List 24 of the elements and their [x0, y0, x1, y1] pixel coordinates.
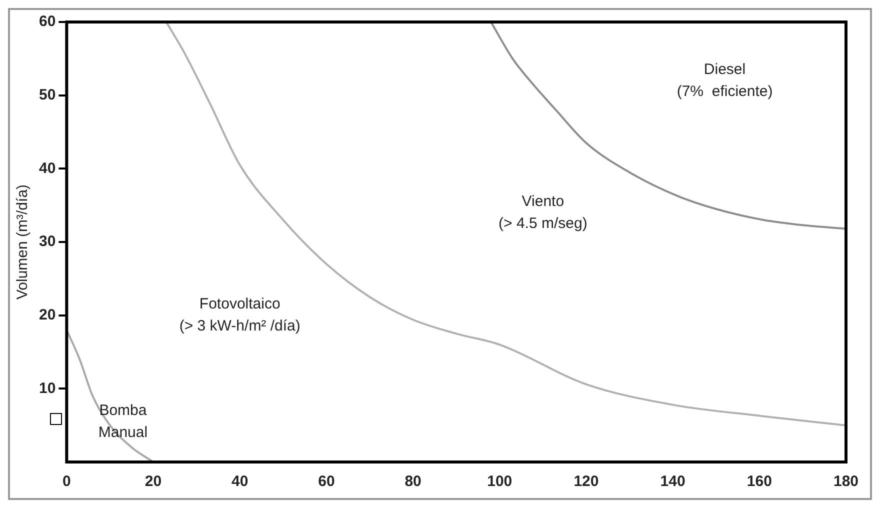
y-tick-label: 40	[38, 160, 56, 177]
annotation: Bomba Manual	[98, 402, 148, 441]
x-tick-label: 0	[62, 473, 71, 490]
y-tick-label: 50	[38, 86, 56, 104]
y-tick-label: 60	[38, 13, 56, 30]
x-tick-label: 160	[746, 473, 772, 490]
x-tick-label: 20	[144, 473, 162, 490]
x-tick-label: 140	[660, 473, 686, 490]
annotation: Fotovoltaico (> 3 kW-h/m² /día)	[179, 295, 300, 334]
x-tick-label: 60	[318, 473, 335, 490]
y-tick-label: 20	[38, 306, 56, 324]
y-tick-label: 10	[38, 380, 56, 397]
line-series	[490, 22, 846, 230]
x-tick-label: 120	[574, 473, 599, 490]
x-tick-label: 100	[487, 473, 512, 490]
line-series	[66, 329, 154, 462]
annotation: Viento (> 4.5 m/seg)	[498, 192, 588, 232]
line-series	[165, 22, 846, 426]
annotation: Diesel (7% eficiente)	[676, 60, 773, 100]
x-tick-label: 40	[232, 473, 248, 490]
x-tick-label: 80	[404, 473, 422, 490]
x-tick-label: 180	[833, 473, 859, 490]
y-axis-title: Volumen (m³/día)	[14, 184, 32, 300]
y-tick-label: 30	[38, 233, 56, 250]
